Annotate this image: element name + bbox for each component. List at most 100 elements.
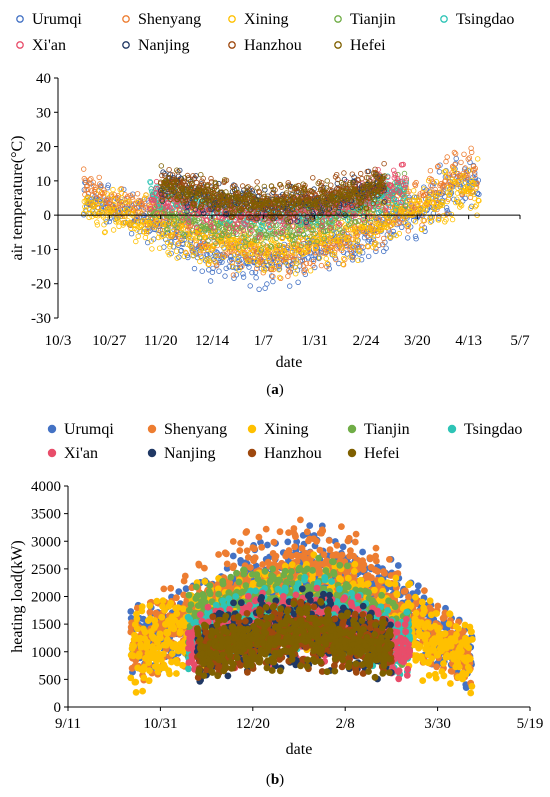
data-point <box>128 225 134 231</box>
legend-item: Nanjing <box>147 445 216 462</box>
data-point <box>364 205 370 212</box>
data-point <box>248 250 255 256</box>
data-point <box>405 228 411 234</box>
data-point <box>400 192 406 198</box>
data-point <box>475 197 481 203</box>
data-point <box>467 205 474 211</box>
data-point <box>312 230 318 237</box>
data-point <box>345 235 351 241</box>
data-point <box>127 608 135 615</box>
data-point <box>109 192 115 198</box>
data-point <box>310 211 317 217</box>
data-point <box>105 182 111 188</box>
data-point <box>208 175 214 182</box>
data-point <box>423 202 429 209</box>
data-point <box>129 194 135 200</box>
data-point <box>379 181 385 188</box>
data-point <box>90 203 96 210</box>
data-point <box>328 231 335 237</box>
data-point <box>220 254 226 260</box>
data-point <box>280 225 286 231</box>
data-point <box>139 223 145 229</box>
data-point <box>184 208 190 215</box>
data-point <box>238 214 244 220</box>
data-point <box>470 189 477 196</box>
data-point <box>307 233 313 239</box>
data-point <box>264 281 270 287</box>
data-point <box>328 216 334 222</box>
data-point <box>235 239 241 245</box>
data-point <box>402 202 408 209</box>
data-point <box>370 200 376 207</box>
data-point <box>234 196 240 202</box>
data-point <box>360 189 366 195</box>
data-point <box>354 238 361 244</box>
data-point <box>433 179 440 185</box>
data-point <box>97 197 104 204</box>
data-point <box>358 170 364 177</box>
legend-item: Hanzhou <box>228 37 302 54</box>
data-point <box>180 225 186 231</box>
data-point <box>344 217 351 223</box>
data-point <box>174 255 180 261</box>
data-point <box>213 180 219 187</box>
data-point <box>400 198 406 204</box>
data-point <box>96 188 102 194</box>
data-point <box>383 245 389 251</box>
data-point <box>165 175 172 181</box>
data-point <box>166 166 172 173</box>
data-point <box>219 202 226 208</box>
data-point <box>376 181 382 187</box>
data-point <box>213 252 219 259</box>
data-point <box>468 145 474 151</box>
data-point <box>350 210 357 217</box>
data-point <box>340 181 346 187</box>
data-point <box>293 258 299 264</box>
legend: Urumqi Shenyang Xining Tianjin TsingdaoXi'an… <box>16 11 514 54</box>
data-point <box>187 191 193 198</box>
data-point <box>80 166 87 172</box>
data-point <box>277 182 284 188</box>
data-point <box>421 186 427 192</box>
data-point <box>370 236 377 242</box>
data-point <box>259 201 266 207</box>
data-point <box>234 256 241 262</box>
data-point <box>316 205 323 212</box>
data-point <box>451 149 458 156</box>
data-point <box>291 250 298 256</box>
data-point <box>130 210 136 217</box>
x-tick-label: 10/27 <box>92 333 127 349</box>
data-point <box>293 271 299 277</box>
x-axis-label: date <box>276 354 303 371</box>
data-point <box>156 245 163 251</box>
data-point <box>380 199 387 206</box>
data-point <box>221 229 227 235</box>
data-point <box>372 239 378 246</box>
data-point <box>98 201 105 207</box>
data-point <box>321 242 328 248</box>
data-point <box>147 179 154 186</box>
data-point <box>159 194 166 200</box>
data-point <box>458 159 464 166</box>
data-point <box>457 201 464 207</box>
data-point <box>249 269 255 276</box>
data-point <box>331 251 338 258</box>
data-point <box>350 180 356 186</box>
data-point <box>365 175 372 181</box>
data-point <box>355 218 362 224</box>
data-point <box>130 213 137 219</box>
data-point <box>189 227 196 234</box>
data-point <box>364 168 370 175</box>
data-point <box>254 258 260 264</box>
data-point <box>405 235 411 241</box>
data-point <box>262 259 268 266</box>
data-point <box>425 177 432 184</box>
data-point <box>219 231 226 238</box>
data-point <box>188 244 195 251</box>
data-point <box>334 237 340 244</box>
data-point <box>236 267 242 273</box>
data-point <box>291 257 297 263</box>
data-point <box>119 213 126 219</box>
legend-item: Hefei <box>334 37 386 54</box>
data-point <box>290 244 296 250</box>
